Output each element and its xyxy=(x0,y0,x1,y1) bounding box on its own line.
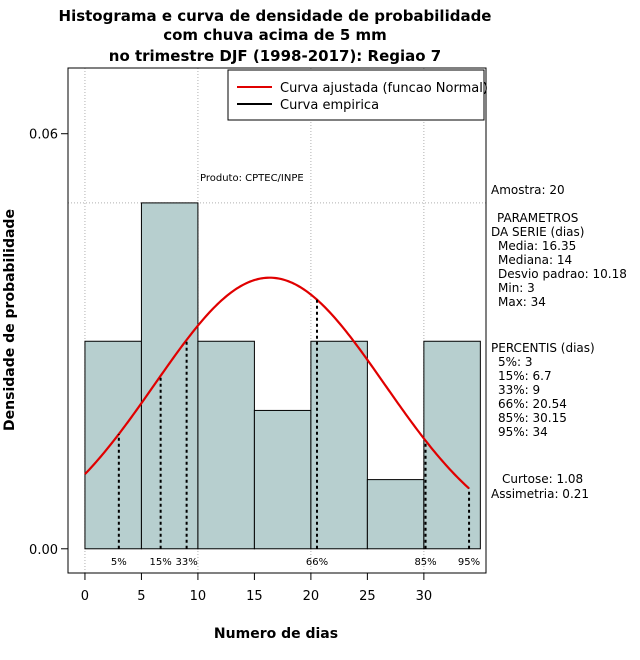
stat-p5: 5%: 3 xyxy=(498,355,533,369)
y-tick-label-0: 0.00 xyxy=(29,543,58,558)
stat-max: Max: 34 xyxy=(498,295,546,309)
x-axis-label: Numero de dias xyxy=(214,626,338,642)
stat-p85: 85%: 30.15 xyxy=(498,411,567,425)
histogram-bar-6 xyxy=(423,340,481,550)
y-tick-label-1: 0.06 xyxy=(29,128,58,143)
legend-box xyxy=(227,69,485,121)
histogram-bar-2 xyxy=(197,340,255,550)
x-tick-label-5: 25 xyxy=(359,589,376,604)
product-annotation: Produto: CPTEC/INPE xyxy=(200,173,304,184)
stat-params-title-1: PARAMETROS xyxy=(497,211,578,225)
stat-p15: 15%: 6.7 xyxy=(498,369,552,383)
stat-desvio: Desvio padrao: 10.18 xyxy=(498,267,627,281)
x-tick-label-0: 0 xyxy=(81,589,89,604)
histogram-bar-1 xyxy=(140,202,199,550)
x-tick-label-6: 30 xyxy=(416,589,433,604)
y-axis-label: Densidade de probabilidade xyxy=(2,209,18,431)
histogram-bar-4 xyxy=(310,340,368,550)
histogram-bar-3 xyxy=(253,409,312,550)
statistics-panel: Amostra: 20 PARAMETROS DA SERIE (dias) M… xyxy=(491,183,627,501)
stat-p33: 33%: 9 xyxy=(498,383,540,397)
legend: Curva ajustada (funcao Normal) Curva emp… xyxy=(227,69,488,121)
stat-mediana: Mediana: 14 xyxy=(498,253,572,267)
x-tick-label-3: 15 xyxy=(246,589,263,604)
percentile-label-0: 5% xyxy=(111,557,127,568)
x-tick-label-1: 5 xyxy=(137,589,145,604)
chart-title-line-2: com chuva acima de 5 mm xyxy=(163,26,387,44)
histogram-bar-0 xyxy=(84,340,142,550)
stat-sample: Amostra: 20 xyxy=(491,183,565,197)
percentile-label-4: 85% xyxy=(414,557,436,568)
stat-p66: 66%: 20.54 xyxy=(498,397,567,411)
percentile-markers: 5% 15% 33% 66% 85% 95% xyxy=(111,299,480,568)
percentile-label-2: 33% xyxy=(176,557,198,568)
stat-percentis-title: PERCENTIS (dias) xyxy=(491,341,595,355)
x-tick-label-2: 10 xyxy=(190,589,207,604)
percentile-label-5: 95% xyxy=(458,557,480,568)
stat-p95: 95%: 34 xyxy=(498,425,548,439)
stat-assimetria: Assimetria: 0.21 xyxy=(491,487,589,501)
stat-media: Media: 16.35 xyxy=(498,239,576,253)
fitted-curve-group xyxy=(84,276,470,490)
chart-title-line-1: Histograma e curva de densidade de proba… xyxy=(59,7,492,25)
legend-label-fitted: Curva ajustada (funcao Normal) xyxy=(280,81,488,96)
histogram-bars xyxy=(84,202,481,550)
histogram-bar-5 xyxy=(366,479,425,550)
y-axis: 0.00 0.06 xyxy=(29,128,69,558)
fitted-normal-curve xyxy=(84,276,470,490)
percentile-label-1: 15% xyxy=(150,557,172,568)
x-axis: 0 5 10 15 20 25 30 xyxy=(81,572,433,604)
stat-params-title-2: DA SERIE (dias) xyxy=(491,225,584,239)
legend-label-empirical: Curva empirica xyxy=(280,98,379,113)
stat-curtose: Curtose: 1.08 xyxy=(502,472,583,486)
percentile-label-3: 66% xyxy=(306,557,328,568)
stat-min: Min: 3 xyxy=(498,281,535,295)
chart-title-line-3: no trimestre DJF (1998-2017): Regiao 7 xyxy=(109,47,441,65)
x-tick-label-4: 20 xyxy=(303,589,320,604)
